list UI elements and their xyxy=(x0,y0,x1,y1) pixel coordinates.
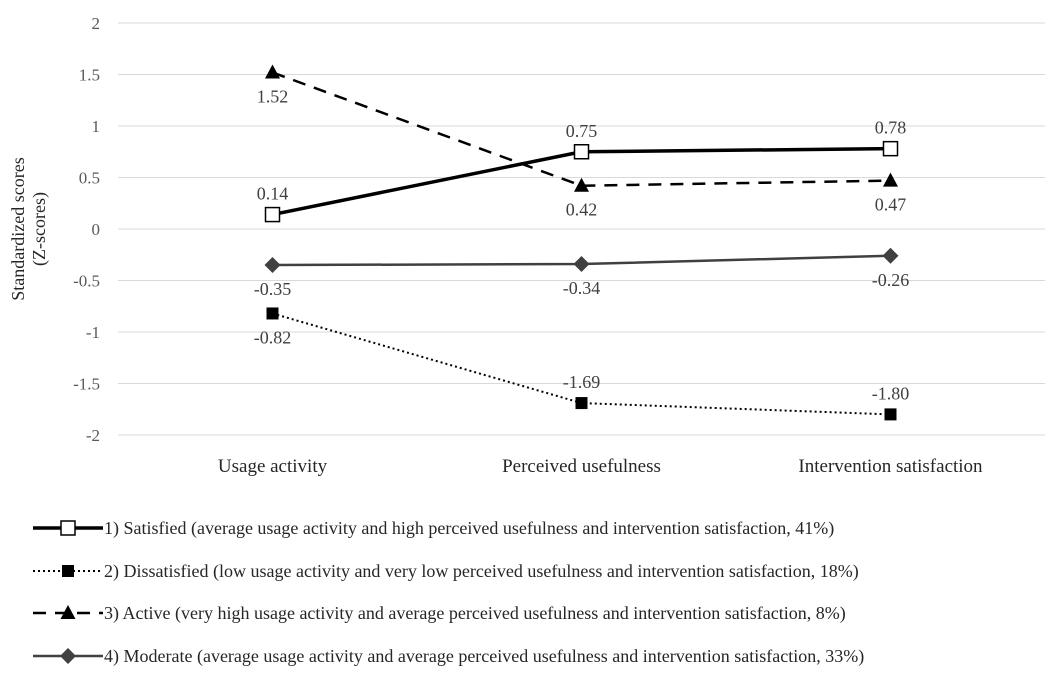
legend: 1) Satisfied (average usage activity and… xyxy=(33,518,864,667)
y-tick-label: 1 xyxy=(92,117,101,136)
series-satisfied: 0.14 0.75 0.78 xyxy=(257,118,907,223)
legend-marker xyxy=(60,648,76,664)
data-point xyxy=(884,408,897,421)
series-moderate: -0.35 -0.34 -0.26 xyxy=(254,247,910,299)
data-label: 0.14 xyxy=(257,184,289,204)
x-category-label: Intervention satisfaction xyxy=(798,456,983,477)
data-point xyxy=(573,144,590,160)
data-label: -0.35 xyxy=(254,279,292,299)
legend-marker xyxy=(62,565,74,577)
series-dissatisfied: -0.82 -1.69 -1.80 xyxy=(254,307,910,421)
legend-label: 1) Satisfied (average usage activity and… xyxy=(104,518,834,539)
y-tick-label: 1.5 xyxy=(79,66,100,85)
y-tick-label: 0.5 xyxy=(79,169,100,188)
data-point xyxy=(575,397,588,410)
legend-label: 2) Dissatisfied (low usage activity and … xyxy=(104,561,859,582)
legend-marker xyxy=(60,605,76,619)
legend-item-moderate: 4) Moderate (average usage activity and … xyxy=(33,646,864,667)
legend-item-active: 3) Active (very high usage activity and … xyxy=(33,603,846,624)
data-label: -0.26 xyxy=(872,270,910,290)
y-tick-label: 0 xyxy=(92,220,101,239)
data-point xyxy=(266,307,279,320)
data-point xyxy=(264,206,281,223)
y-axis-label-line-2: (Z-scores) xyxy=(29,192,50,266)
legend-item-dissatisfied: 2) Dissatisfied (low usage activity and … xyxy=(33,561,859,582)
legend-label: 4) Moderate (average usage activity and … xyxy=(104,646,864,667)
y-axis-ticks: 2 1.5 1 0.5 0 -0.5 -1 -1.5 -2 xyxy=(73,14,100,445)
y-tick-label: -1 xyxy=(86,323,100,342)
y-tick-label: -1.5 xyxy=(73,375,100,394)
data-point xyxy=(264,257,281,274)
legend-marker xyxy=(60,520,76,536)
data-point xyxy=(265,64,280,79)
data-label: 1.52 xyxy=(257,86,289,106)
series-active: 1.52 0.42 0.47 xyxy=(257,64,907,220)
y-tick-label: 2 xyxy=(92,14,101,33)
series-line xyxy=(272,71,891,187)
data-point xyxy=(882,140,899,157)
data-label: 0.42 xyxy=(566,200,598,220)
data-label: 0.78 xyxy=(875,118,907,138)
data-point xyxy=(574,177,589,192)
data-label: -0.82 xyxy=(254,327,292,347)
series-group: 0.14 0.75 0.78 -0.82 -1.69 -1.80 1.52 0.42 0.47 -… xyxy=(254,64,910,421)
data-label: 0.47 xyxy=(875,195,907,215)
data-point xyxy=(883,172,898,187)
legend-label: 3) Active (very high usage activity and … xyxy=(104,603,846,624)
data-point xyxy=(573,256,590,273)
data-label: -0.34 xyxy=(563,278,601,298)
y-tick-label: -2 xyxy=(86,426,100,445)
x-category-label: Usage activity xyxy=(218,456,328,477)
x-category-label: Perceived usefulness xyxy=(502,456,661,477)
y-tick-label: -0.5 xyxy=(73,272,100,291)
data-label: -1.69 xyxy=(563,372,601,392)
data-label: 0.75 xyxy=(566,121,598,141)
data-point xyxy=(882,247,899,264)
x-axis-categories: Usage activity Perceived usefulness Interv… xyxy=(218,456,983,477)
y-axis-label-line-1: Standardized scores xyxy=(8,157,28,300)
legend-item-satisfied: 1) Satisfied (average usage activity and… xyxy=(33,518,834,539)
data-label: -1.80 xyxy=(872,383,910,403)
